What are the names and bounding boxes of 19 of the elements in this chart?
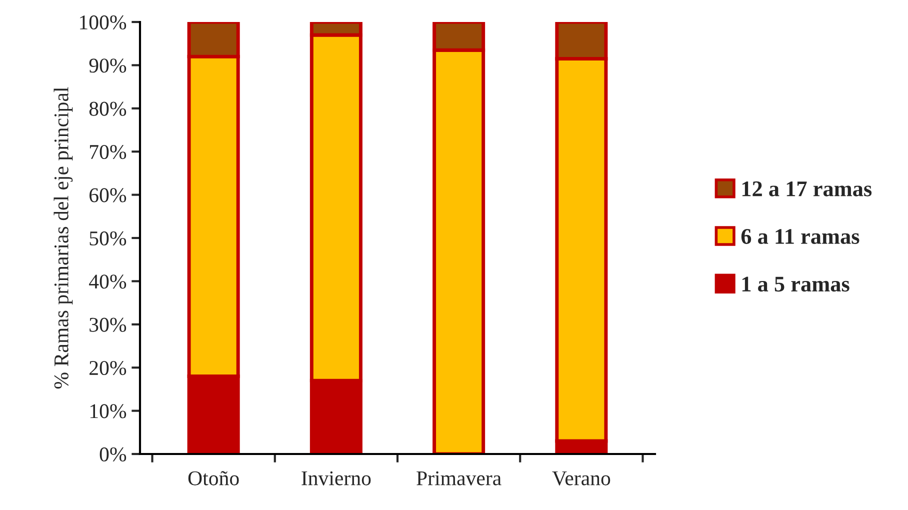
y-tick-label: 10% <box>90 404 126 418</box>
x-tick-label: Invierno <box>302 471 371 486</box>
y-tick-label: 40% <box>89 274 126 289</box>
x-tick-label: Otoño <box>188 471 239 486</box>
x-tick-label: Verano <box>552 471 610 486</box>
y-axis-title: % Ramas primarias del eje principal <box>54 87 73 389</box>
y-tick-label: 70% <box>90 144 126 160</box>
legend-label: 1 a 5 ramas <box>742 276 850 292</box>
legend-label: 6 a 11 ramas <box>741 229 860 244</box>
y-tick-label: 100% <box>80 15 126 30</box>
y-tick-label: 60% <box>90 188 126 202</box>
y-tick-label: 80% <box>89 102 126 116</box>
y-tick-label: 0% <box>100 447 126 462</box>
y-tick-label: 50% <box>90 231 126 246</box>
y-tick-label: 30% <box>90 318 126 332</box>
y-tick-label: 20% <box>90 360 126 376</box>
legend-label: 12 a 17 ramas <box>742 181 872 196</box>
x-tick-label: Primavera <box>416 471 502 486</box>
y-tick-label: 90% <box>89 58 126 73</box>
